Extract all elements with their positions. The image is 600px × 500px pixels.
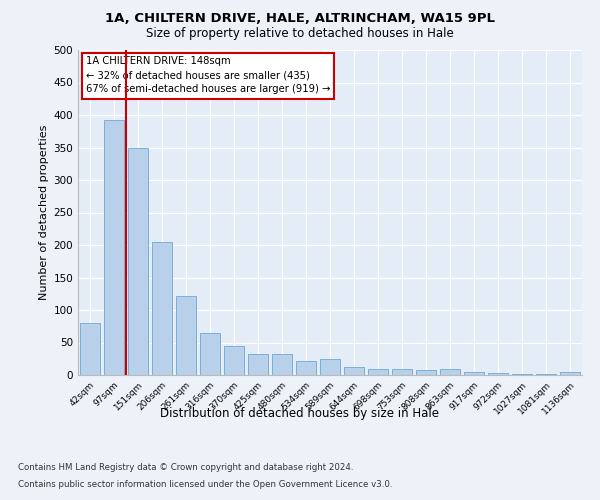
Text: Contains public sector information licensed under the Open Government Licence v3: Contains public sector information licen… bbox=[18, 480, 392, 489]
Y-axis label: Number of detached properties: Number of detached properties bbox=[39, 125, 49, 300]
Bar bbox=[176, 296, 196, 375]
Bar bbox=[416, 370, 436, 375]
Bar bbox=[200, 334, 220, 375]
Bar bbox=[152, 242, 172, 375]
Text: 1A CHILTERN DRIVE: 148sqm
← 32% of detached houses are smaller (435)
67% of semi: 1A CHILTERN DRIVE: 148sqm ← 32% of detac… bbox=[86, 56, 330, 94]
Bar bbox=[296, 360, 316, 375]
Bar bbox=[344, 366, 364, 375]
Bar bbox=[512, 374, 532, 375]
Bar bbox=[440, 368, 460, 375]
Bar bbox=[368, 369, 388, 375]
Bar bbox=[104, 120, 124, 375]
Bar bbox=[320, 360, 340, 375]
Bar bbox=[224, 346, 244, 375]
Bar bbox=[560, 372, 580, 375]
Bar bbox=[128, 148, 148, 375]
Bar bbox=[488, 373, 508, 375]
Bar bbox=[248, 354, 268, 375]
Text: Distribution of detached houses by size in Hale: Distribution of detached houses by size … bbox=[161, 408, 439, 420]
Bar bbox=[464, 372, 484, 375]
Bar bbox=[272, 354, 292, 375]
Bar bbox=[536, 374, 556, 375]
Bar bbox=[80, 323, 100, 375]
Text: 1A, CHILTERN DRIVE, HALE, ALTRINCHAM, WA15 9PL: 1A, CHILTERN DRIVE, HALE, ALTRINCHAM, WA… bbox=[105, 12, 495, 26]
Bar bbox=[392, 368, 412, 375]
Text: Size of property relative to detached houses in Hale: Size of property relative to detached ho… bbox=[146, 28, 454, 40]
Text: Contains HM Land Registry data © Crown copyright and database right 2024.: Contains HM Land Registry data © Crown c… bbox=[18, 462, 353, 471]
